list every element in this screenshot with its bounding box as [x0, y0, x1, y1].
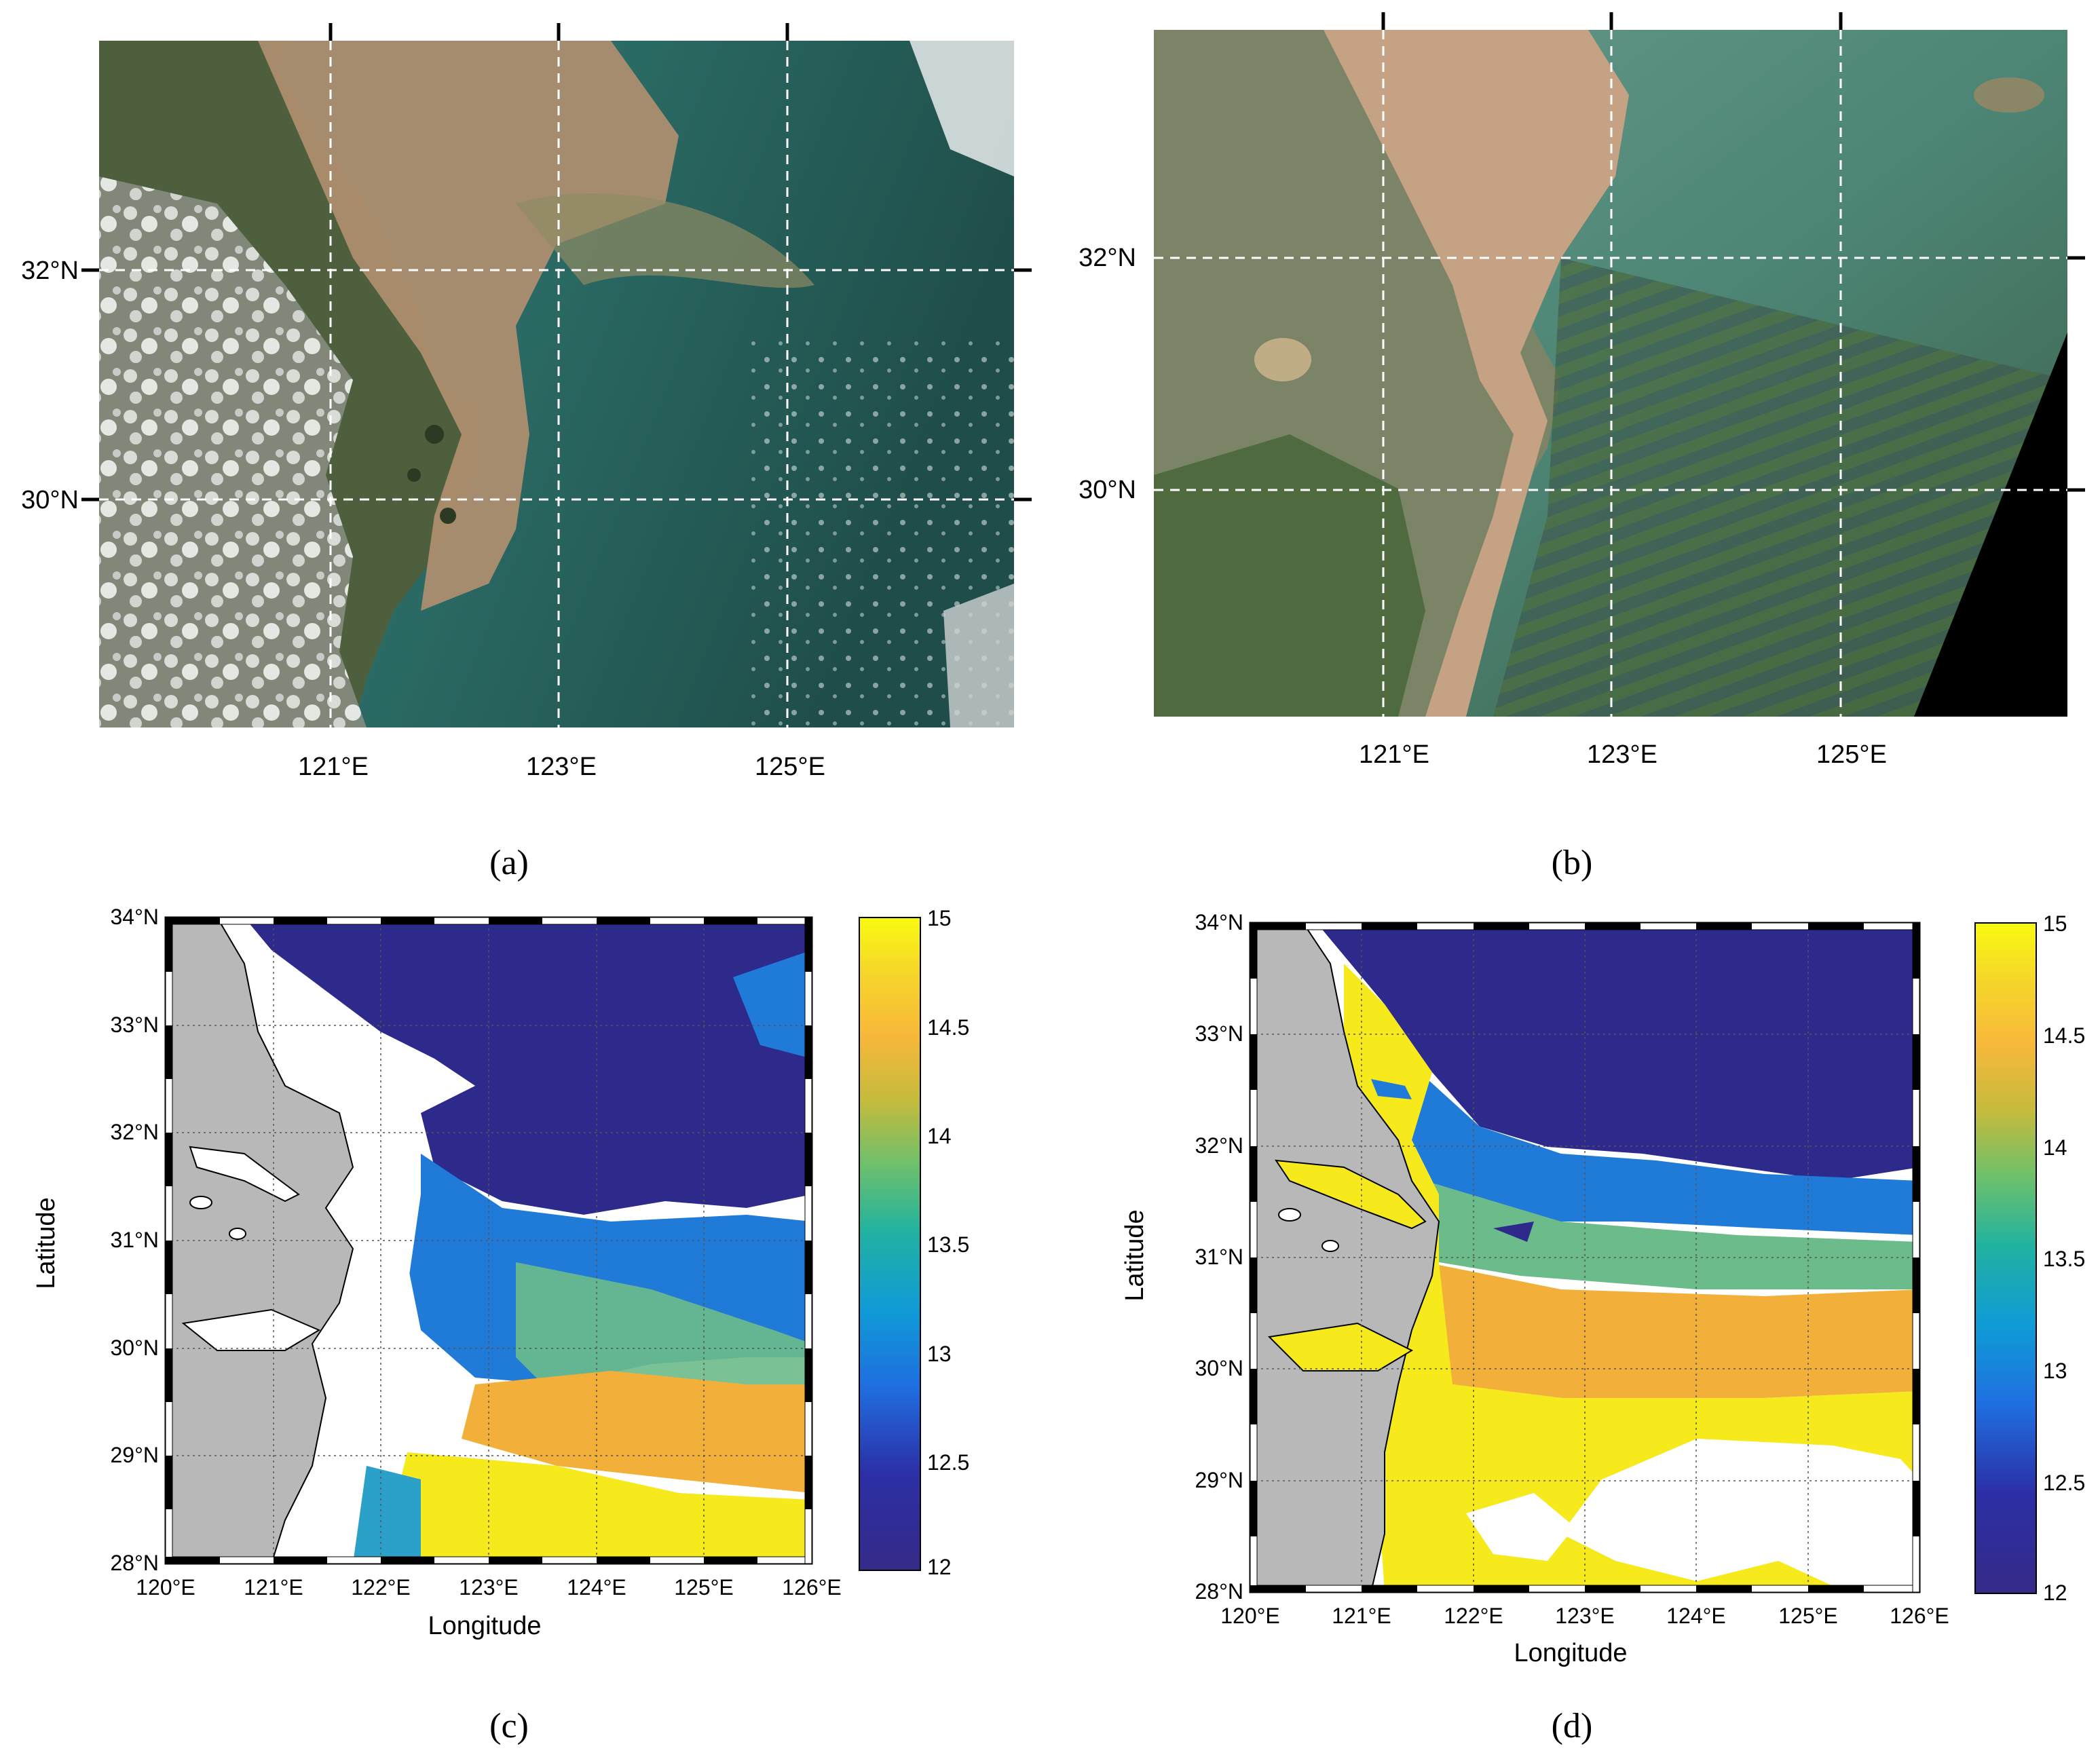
panel-c-graticule	[166, 918, 812, 1564]
lat-tick-label: 33°N	[1195, 1021, 1244, 1046]
panel-d-map	[1250, 923, 1919, 1592]
panel-b-lon-labels: 121°E 123°E 125°E	[1359, 740, 1887, 769]
colorbar-tick-label: 14	[927, 1124, 952, 1148]
lon-tick-label: 120°E	[1220, 1604, 1280, 1628]
lat-tick-label: 32°N	[111, 1120, 160, 1144]
panel-a-lon-labels: 121°E 123°E 125°E	[298, 753, 825, 781]
lon-tick-label: 121°E	[1332, 1604, 1391, 1628]
colorbar-tick-label: 15	[2043, 911, 2067, 936]
colorbar-ticks: 15 14.5 14 13.5 13 12.5 12	[2043, 911, 2085, 1605]
panel-a-graticule	[99, 41, 1014, 727]
colorbar-tick-label: 12	[927, 1555, 952, 1579]
lon-tick-label: 126°E	[782, 1575, 842, 1600]
lat-tick-label: 33°N	[111, 1013, 160, 1037]
colorbar-tick-label: 13	[2043, 1359, 2067, 1383]
panel-b: 121°E 123°E 125°E 32°N 30°N (b)	[1079, 12, 2085, 882]
panel-b-image	[1154, 30, 2067, 717]
lon-tick-label: 123°E	[1587, 740, 1657, 769]
colorbar-tick-label: 15	[927, 906, 952, 930]
panel-b-ticks	[1381, 12, 2085, 492]
lon-tick-label: 125°E	[1778, 1604, 1838, 1628]
colorbar-tick-label: 14.5	[927, 1015, 969, 1040]
lat-tick-label: 31°N	[1195, 1245, 1244, 1269]
lat-tick-label: 30°N	[1195, 1356, 1244, 1380]
colorbar-tick-label: 13.5	[2043, 1247, 2085, 1271]
panel-b-lat-labels: 32°N 30°N	[1079, 244, 1136, 504]
panel-d-lon-labels: 120°E 121°E 122°E 123°E 124°E 125°E 126°…	[1220, 1604, 1949, 1628]
x-axis-label: Longitude	[428, 1612, 542, 1640]
lat-tick-label: 32°N	[1195, 1133, 1244, 1158]
panel-c: 34°N 33°N 32°N 31°N 30°N 29°N 28°N 120°E…	[32, 905, 969, 1745]
lat-tick-label: 34°N	[1195, 910, 1244, 934]
lon-tick-label: 124°E	[567, 1575, 626, 1600]
panel-c-colorbar: 15 14.5 14 13.5 13 12.5 12	[859, 906, 969, 1579]
panel-b-graticule	[1154, 30, 2067, 717]
y-axis-label: Latitude	[32, 1197, 60, 1289]
lon-tick-label: 125°E	[674, 1575, 734, 1600]
colorbar-tick-label: 13.5	[927, 1232, 969, 1257]
lon-tick-label: 123°E	[459, 1575, 519, 1600]
x-axis-label: Longitude	[1514, 1639, 1628, 1667]
lat-tick-label: 30°N	[21, 486, 79, 514]
panel-c-lon-labels: 120°E 121°E 122°E 123°E 124°E 125°E 126°…	[136, 1575, 842, 1600]
lat-tick-label: 32°N	[21, 257, 79, 285]
panel-a-ticks	[81, 23, 1032, 502]
colorbar-ticks: 15 14.5 14 13.5 13 12.5 12	[927, 906, 969, 1579]
panel-a-image	[99, 41, 1014, 727]
lon-tick-label: 123°E	[1555, 1604, 1615, 1628]
lat-tick-label: 34°N	[111, 905, 160, 929]
colorbar-tick-label: 12.5	[927, 1450, 969, 1475]
colorbar-tick-label: 12.5	[2043, 1471, 2085, 1495]
panel-d-colorbar: 15 14.5 14 13.5 13 12.5 12	[1974, 911, 2085, 1605]
lat-tick-label: 28°N	[1195, 1579, 1244, 1604]
lat-tick-label: 30°N	[1079, 476, 1136, 504]
lat-tick-label: 29°N	[1195, 1468, 1244, 1492]
colorbar-tick-label: 14.5	[2043, 1023, 2085, 1048]
colorbar-tick-label: 13	[927, 1342, 952, 1366]
panel-caption: (d)	[1552, 1707, 1593, 1745]
panel-a: 121°E 123°E 125°E 32°N 30°N (a)	[21, 23, 1032, 882]
panel-caption: (a)	[489, 844, 529, 882]
lon-tick-label: 122°E	[351, 1575, 411, 1600]
panel-c-lat-labels: 34°N 33°N 32°N 31°N 30°N 29°N 28°N	[111, 905, 160, 1575]
lat-tick-label: 31°N	[111, 1228, 160, 1252]
y-axis-label: Latitude	[1121, 1209, 1149, 1301]
panel-caption: (c)	[489, 1707, 529, 1745]
lon-tick-label: 121°E	[1359, 740, 1429, 769]
panel-d: 34°N 33°N 32°N 31°N 30°N 29°N 28°N 120°E…	[1121, 910, 2085, 1745]
lon-tick-label: 126°E	[1890, 1604, 1949, 1628]
panel-c-frame	[164, 916, 813, 1565]
lon-tick-label: 120°E	[136, 1575, 195, 1600]
lon-tick-label: 125°E	[755, 753, 825, 781]
panel-d-frame	[1249, 922, 1921, 1593]
colorbar-tick-label: 14	[2043, 1135, 2067, 1160]
lat-tick-label: 29°N	[111, 1443, 160, 1467]
lon-tick-label: 121°E	[244, 1575, 303, 1600]
lat-tick-label: 28°N	[111, 1551, 160, 1575]
lat-tick-label: 32°N	[1079, 244, 1136, 272]
lon-tick-label: 123°E	[526, 753, 597, 781]
colorbar-tick-label: 12	[2043, 1581, 2067, 1605]
lon-tick-label: 124°E	[1666, 1604, 1726, 1628]
panel-a-lat-labels: 32°N 30°N	[21, 257, 79, 514]
lon-tick-label: 122°E	[1444, 1604, 1503, 1628]
panel-d-lat-labels: 34°N 33°N 32°N 31°N 30°N 29°N 28°N	[1195, 910, 1244, 1604]
panel-caption: (b)	[1552, 844, 1593, 882]
lon-tick-label: 125°E	[1816, 740, 1887, 769]
lat-tick-label: 30°N	[111, 1336, 160, 1360]
lon-tick-label: 121°E	[298, 753, 369, 781]
